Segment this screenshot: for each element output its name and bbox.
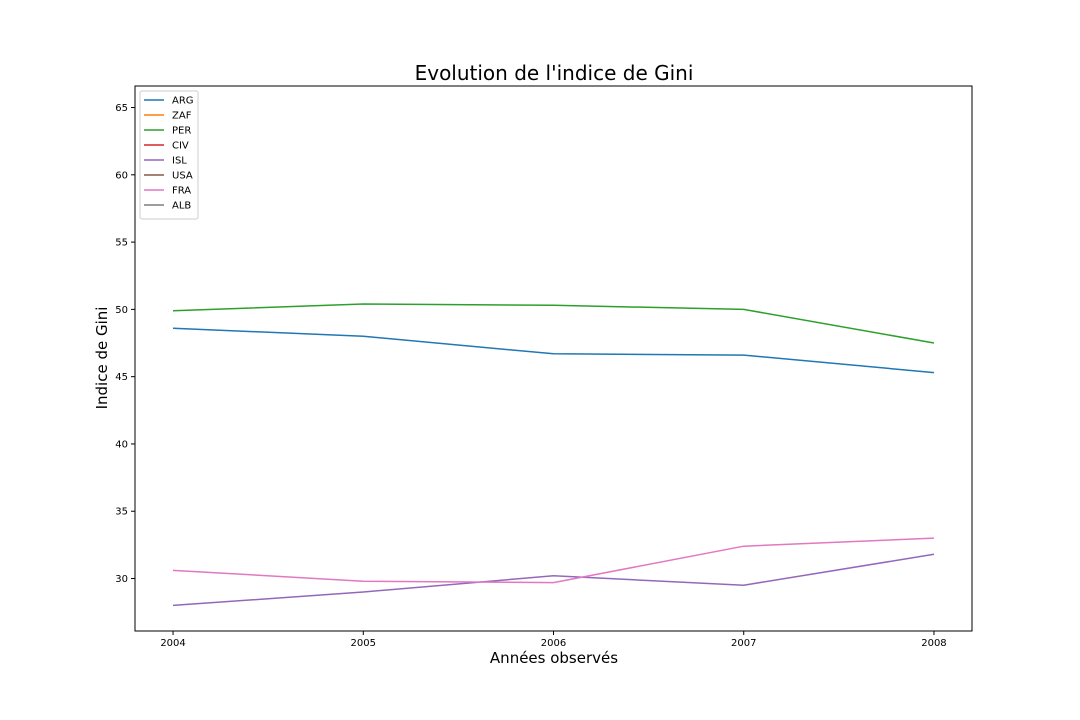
x-axis-label: Années observés [490, 649, 618, 667]
series-line-per [172, 303, 935, 344]
series-line-fra [172, 537, 935, 584]
series-lines [172, 303, 935, 607]
x-tick-label: 2005 [351, 638, 376, 649]
legend-label-isl: ISL [172, 156, 187, 167]
x-tick-label: 2004 [160, 638, 185, 649]
y-tick-label: 50 [115, 305, 128, 316]
legend-label-fra: FRA [172, 186, 191, 197]
x-tick-label: 2008 [921, 638, 946, 649]
series-line-isl [172, 553, 935, 607]
legend-label-per: PER [172, 126, 191, 137]
y-tick-label: 60 [115, 170, 128, 181]
series-line-arg [172, 327, 935, 374]
y-tick-label: 55 [115, 238, 128, 249]
y-tick-label: 40 [115, 439, 128, 450]
chart-title: Evolution de l'indice de Gini [415, 61, 694, 85]
y-tick-label: 45 [115, 372, 128, 383]
x-tick-label: 2006 [541, 638, 566, 649]
y-tick-label: 65 [115, 103, 128, 114]
legend-label-alb: ALB [172, 201, 191, 212]
y-axis: 30 35 40 45 50 55 60 65 [115, 103, 135, 585]
legend-label-zaf: ZAF [172, 111, 192, 122]
y-tick-label: 30 [115, 574, 128, 585]
y-axis-label: Indice de Gini [93, 307, 111, 410]
legend: ARG ZAF PER CIV ISL USA FRA ALB [139, 90, 199, 220]
legend-box [139, 90, 199, 220]
legend-label-civ: CIV [172, 141, 189, 152]
y-tick-label: 35 [115, 507, 128, 518]
x-tick-label: 2007 [731, 638, 756, 649]
legend-label-usa: USA [172, 171, 193, 182]
x-axis: 2004 2005 2006 2007 2008 [160, 631, 947, 649]
legend-label-arg: ARG [172, 96, 194, 107]
plot-frame [134, 85, 973, 632]
